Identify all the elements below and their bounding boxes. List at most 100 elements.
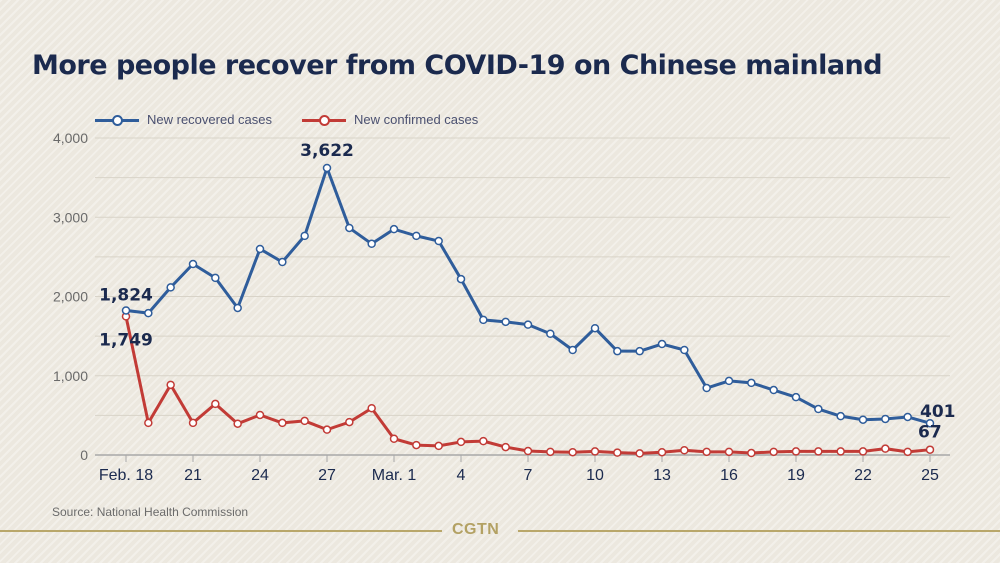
data-point-recovered [434, 236, 443, 246]
data-point-recovered [456, 274, 466, 284]
data-point-confirmed [590, 447, 600, 456]
y-tick-label: 2,000 [53, 289, 88, 305]
legend: New recovered cases New confirmed cases [95, 112, 508, 127]
data-point-recovered [702, 383, 711, 393]
data-point-recovered [479, 315, 488, 325]
data-point-recovered [791, 392, 801, 402]
data-point-recovered [568, 345, 577, 355]
x-tick-label: 4 [457, 467, 466, 484]
data-point-recovered [858, 415, 868, 424]
data-point-recovered [769, 385, 778, 395]
data-point-confirmed [903, 447, 912, 457]
data-point-recovered [546, 329, 555, 338]
data-point-recovered [322, 163, 332, 173]
data-label: 1,749 [99, 330, 153, 350]
data-point-recovered [590, 323, 600, 333]
x-tick-label: Mar. 1 [372, 467, 417, 484]
data-point-confirmed [523, 446, 533, 456]
data-point-recovered [925, 418, 935, 428]
data-point-recovered [412, 231, 421, 241]
data-point-recovered [747, 378, 756, 388]
data-point-confirmed [255, 410, 265, 420]
data-point-confirmed [657, 447, 667, 457]
data-point-confirmed [680, 445, 689, 455]
data-point-recovered [836, 411, 845, 421]
data-point-recovered [523, 320, 533, 329]
legend-item-confirmed: New confirmed cases [302, 112, 478, 127]
data-point-recovered [255, 244, 265, 254]
data-point-confirmed [188, 418, 198, 428]
data-point-confirmed [233, 419, 242, 428]
data-point-confirmed [278, 418, 287, 428]
data-point-confirmed [747, 448, 756, 458]
data-point-confirmed [858, 447, 868, 456]
data-label: 67 [918, 423, 942, 443]
chart-title: More people recover from COVID-19 on Chi… [32, 50, 883, 81]
data-point-recovered [300, 231, 309, 241]
x-tick-label: 22 [854, 467, 872, 484]
y-tick-label: 3,000 [53, 209, 88, 225]
data-point-confirmed [724, 447, 734, 457]
data-label: 401 [920, 402, 956, 422]
data-point-confirmed [925, 445, 935, 454]
x-tick-label: Feb. 18 [99, 467, 153, 484]
data-point-confirmed [479, 436, 488, 446]
data-point-recovered [389, 224, 399, 234]
x-tick-label: 27 [318, 467, 336, 484]
footer-divider-left [0, 530, 442, 532]
data-point-confirmed [546, 447, 555, 457]
data-point-confirmed [345, 417, 354, 427]
data-point-recovered [121, 306, 131, 315]
x-tick-label: 7 [524, 467, 533, 484]
data-point-recovered [657, 339, 667, 349]
legend-line-marker-icon [95, 113, 139, 127]
data-point-confirmed [322, 425, 332, 434]
data-point-recovered [188, 259, 198, 269]
data-point-recovered [211, 273, 220, 283]
data-point-recovered [613, 346, 622, 356]
data-point-confirmed [389, 434, 399, 444]
data-point-recovered [814, 404, 823, 414]
data-point-confirmed [211, 399, 220, 409]
legend-label: New recovered cases [147, 112, 272, 127]
data-label: 3,622 [300, 141, 354, 161]
data-point-recovered [278, 257, 287, 267]
data-point-confirmed [300, 416, 309, 426]
data-point-recovered [635, 346, 644, 356]
data-point-confirmed [412, 440, 421, 450]
data-point-confirmed [434, 441, 443, 451]
data-label: 1,824 [99, 285, 153, 305]
data-point-recovered [166, 283, 175, 292]
data-point-recovered [903, 412, 912, 422]
x-tick-label: 25 [921, 467, 939, 484]
data-point-confirmed [702, 447, 711, 457]
data-point-confirmed [836, 447, 845, 456]
x-tick-label: 16 [720, 467, 738, 484]
data-point-confirmed [881, 444, 890, 453]
legend-item-recovered: New recovered cases [95, 112, 272, 127]
data-point-recovered [367, 239, 376, 249]
data-point-recovered [680, 345, 689, 355]
data-point-confirmed [144, 418, 153, 428]
data-point-confirmed [568, 447, 577, 457]
data-point-recovered [345, 223, 354, 233]
x-tick-label: 13 [653, 467, 671, 484]
data-point-confirmed [166, 380, 175, 390]
source-note: Source: National Health Commission [52, 505, 249, 519]
y-tick-label: 4,000 [53, 130, 88, 146]
data-point-recovered [881, 414, 890, 424]
legend-label: New confirmed cases [354, 112, 479, 127]
data-point-confirmed [635, 449, 644, 458]
data-point-confirmed [613, 448, 622, 457]
y-tick-label: 0 [80, 447, 88, 463]
footer-divider-right [518, 530, 1000, 532]
x-tick-label: 21 [184, 467, 202, 484]
data-point-confirmed [769, 447, 778, 457]
data-point-confirmed [456, 437, 466, 447]
data-point-confirmed [814, 447, 823, 456]
series-line-recovered [125, 166, 931, 425]
legend-line-marker-icon [302, 113, 346, 127]
brand-logo: CGTN [452, 521, 500, 538]
y-tick-label: 1,000 [53, 368, 88, 384]
